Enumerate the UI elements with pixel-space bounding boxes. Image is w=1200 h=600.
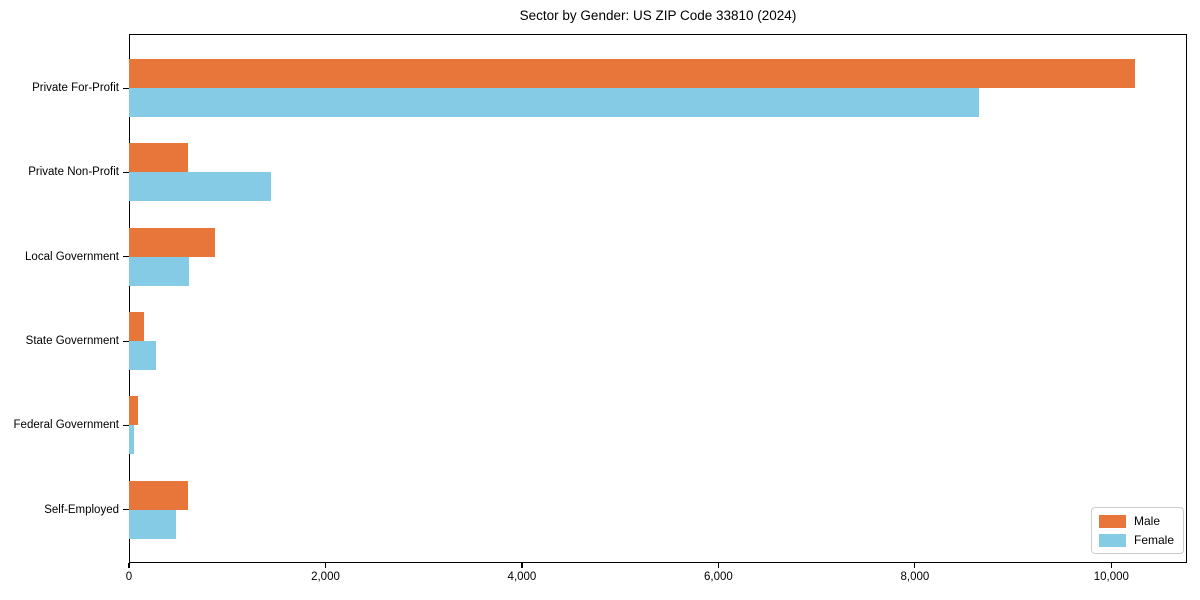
y-tick-mark (123, 509, 129, 511)
x-tick-mark (1110, 563, 1112, 568)
x-tick-mark (717, 563, 719, 568)
x-tick-label-0: 0 (125, 571, 133, 583)
chart-title: Sector by Gender: US ZIP Code 33810 (202… (519, 8, 797, 23)
y-tick-mark (123, 256, 129, 258)
x-tick-mark (128, 563, 130, 568)
bar-female-local-government (129, 256, 190, 286)
legend-swatch-female (1099, 533, 1126, 547)
legend-label-male: Male (1134, 514, 1161, 528)
bar-male-private-for-profit (129, 59, 1136, 88)
bar-female-private-non-profit (129, 172, 271, 202)
bar-male-local-government (129, 227, 216, 257)
x-tick-mark (324, 563, 327, 568)
legend-item-male: Male (1099, 514, 1174, 528)
x-tick-label-4-000: 4,000 (507, 571, 537, 583)
bar-female-private-for-profit (129, 88, 979, 117)
bar-female-self-employed (129, 509, 177, 539)
legend-label-female: Female (1134, 533, 1175, 547)
x-tick-label-2-000: 2,000 (311, 571, 340, 583)
bar-male-federal-government (129, 396, 138, 426)
y-tick-mark (123, 340, 129, 342)
category-label-local-government: Local Government (25, 250, 119, 263)
category-label-federal-government: Federal Government (13, 419, 119, 432)
plot-area (129, 34, 1187, 563)
category-label-private-for-profit: Private For-Profit (32, 82, 119, 94)
bar-female-federal-government (129, 425, 135, 455)
y-tick-mark (123, 424, 129, 427)
category-label-private-non-profit: Private Non-Profit (28, 166, 119, 179)
x-tick-label-6-000: 6,000 (704, 571, 733, 583)
bar-male-state-government (129, 312, 145, 342)
x-tick-mark (521, 563, 523, 568)
x-tick-mark (914, 563, 916, 568)
legend-item-female: Female (1099, 533, 1174, 547)
bar-female-state-government (129, 341, 156, 371)
legend-swatch-male (1099, 514, 1126, 528)
category-label-state-government: State Government (25, 335, 119, 348)
x-tick-label-10-000: 10,000 (1093, 571, 1129, 583)
bar-male-private-non-profit (129, 143, 189, 173)
y-tick-mark (123, 171, 129, 174)
y-tick-mark (123, 87, 129, 89)
legend: Male Female (1091, 507, 1185, 554)
category-label-self-employed: Self-Employed (44, 503, 119, 516)
bar-male-self-employed (129, 480, 189, 510)
x-tick-label-8-000: 8,000 (900, 571, 930, 583)
